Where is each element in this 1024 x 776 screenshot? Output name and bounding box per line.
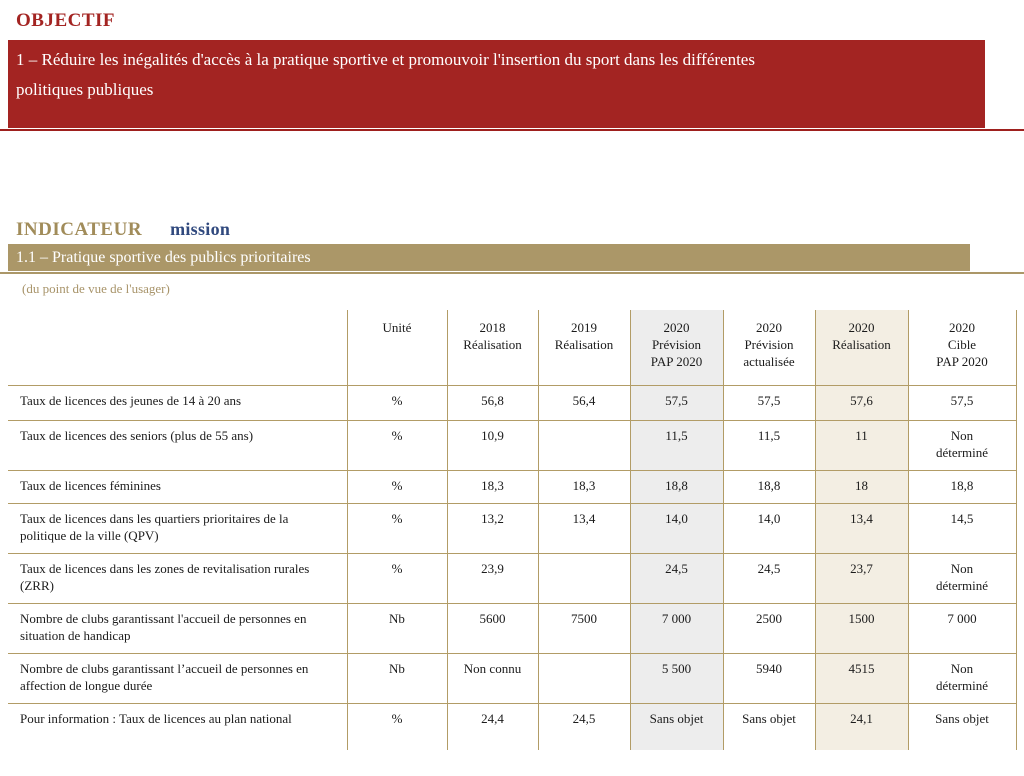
usager-note: (du point de vue de l'usager) (22, 281, 170, 296)
value-cell: 18,3 (446, 469, 539, 504)
value-cell: 57,5 (907, 384, 1017, 421)
row-label: Taux de licences des jeunes de 14 à 20 a… (8, 384, 348, 421)
table-row: Nombre de clubs garantissant l’accueil d… (8, 652, 1017, 704)
row-label: Taux de licences féminines (8, 469, 348, 504)
value-cell: 11,5 (629, 419, 724, 471)
value-cell: 56,8 (446, 384, 539, 421)
value-cell: 13,2 (446, 502, 539, 554)
table-row: Taux de licences des jeunes de 14 à 20 a… (8, 384, 1017, 421)
value-cell: % (346, 384, 448, 421)
table-row: Taux de licences dans les quartiers prio… (8, 502, 1017, 554)
row-label: Taux de licences des seniors (plus de 55… (8, 419, 348, 471)
value-cell: 23,7 (814, 552, 909, 604)
table-header-cell: 2020 Cible PAP 2020 (907, 310, 1017, 386)
value-cell: 24,4 (446, 702, 539, 750)
value-cell: 7 000 (907, 602, 1017, 654)
value-cell: 24,5 (722, 552, 816, 604)
value-cell: 24,5 (537, 702, 631, 750)
value-cell: 13,4 (537, 502, 631, 554)
value-cell: 7500 (537, 602, 631, 654)
table-header-row: Unité 2018 Réalisation 2019 Réalisation … (8, 310, 1017, 386)
separator-line-red (0, 129, 1024, 131)
value-cell: Sans objet (907, 702, 1017, 750)
table-row: Nombre de clubs garantissant l'accueil d… (8, 602, 1017, 654)
value-cell: 57,5 (629, 384, 724, 421)
value-cell: Sans objet (629, 702, 724, 750)
value-cell: 1500 (814, 602, 909, 654)
row-label: Nombre de clubs garantissant l’accueil d… (8, 652, 348, 704)
table-header-cell: 2018 Réalisation (446, 310, 539, 386)
table-header-cell: 2020 Réalisation (814, 310, 909, 386)
value-cell: 18,8 (907, 469, 1017, 504)
value-cell: 23,9 (446, 552, 539, 604)
objectif-heading: OBJECTIF (16, 10, 116, 31)
row-label: Pour information : Taux de licences au p… (8, 702, 348, 750)
value-cell: 4515 (814, 652, 909, 704)
table-header-cell (8, 310, 348, 386)
value-cell: 24,5 (629, 552, 724, 604)
table-row: Taux de licences dans les zones de revit… (8, 552, 1017, 604)
value-cell (537, 552, 631, 604)
value-cell: 57,6 (814, 384, 909, 421)
value-cell: Non connu (446, 652, 539, 704)
row-label: Nombre de clubs garantissant l'accueil d… (8, 602, 348, 654)
indicators-table: Unité 2018 Réalisation 2019 Réalisation … (8, 310, 1017, 750)
value-cell: 2500 (722, 602, 816, 654)
table-header-cell: 2020 Prévision PAP 2020 (629, 310, 724, 386)
value-cell: 14,0 (629, 502, 724, 554)
indicateur-type-badge: mission (170, 219, 231, 239)
value-cell: 5600 (446, 602, 539, 654)
value-cell: Sans objet (722, 702, 816, 750)
value-cell: % (346, 552, 448, 604)
indicateur-heading-row: INDICATEUR mission (16, 219, 230, 241)
value-cell: 18 (814, 469, 909, 504)
table-row: Taux de licences des seniors (plus de 55… (8, 419, 1017, 471)
value-cell: % (346, 419, 448, 471)
value-cell: 14,5 (907, 502, 1017, 554)
value-cell: % (346, 502, 448, 554)
value-cell: Non déterminé (907, 419, 1017, 471)
value-cell (537, 419, 631, 471)
separator-line-gold (0, 272, 1024, 274)
table-row: Taux de licences féminines % 18,3 18,3 1… (8, 469, 1017, 504)
value-cell: % (346, 469, 448, 504)
indicateur-heading: INDICATEUR (16, 219, 143, 240)
table-header-cell: Unité (346, 310, 448, 386)
value-cell: 18,8 (722, 469, 816, 504)
table-row: Pour information : Taux de licences au p… (8, 702, 1017, 750)
value-cell: 10,9 (446, 419, 539, 471)
value-cell: 5940 (722, 652, 816, 704)
value-cell: 11,5 (722, 419, 816, 471)
value-cell (537, 652, 631, 704)
indicateur-banner: 1.1 – Pratique sportive des publics prio… (8, 244, 970, 271)
value-cell: 5 500 (629, 652, 724, 704)
value-cell: 11 (814, 419, 909, 471)
value-cell: 14,0 (722, 502, 816, 554)
indicators-table-container: Unité 2018 Réalisation 2019 Réalisation … (8, 310, 1017, 750)
value-cell: 24,1 (814, 702, 909, 750)
table-header-cell: 2019 Réalisation (537, 310, 631, 386)
row-label: Taux de licences dans les zones de revit… (8, 552, 348, 604)
value-cell: Nb (346, 602, 448, 654)
value-cell: 57,5 (722, 384, 816, 421)
value-cell: Nb (346, 652, 448, 704)
objectif-banner: 1 – Réduire les inégalités d'accès à la … (8, 40, 985, 128)
table-header-cell: 2020 Prévision actualisée (722, 310, 816, 386)
value-cell: 13,4 (814, 502, 909, 554)
row-label: Taux de licences dans les quartiers prio… (8, 502, 348, 554)
value-cell: 56,4 (537, 384, 631, 421)
value-cell: % (346, 702, 448, 750)
value-cell: 7 000 (629, 602, 724, 654)
value-cell: 18,3 (537, 469, 631, 504)
value-cell: 18,8 (629, 469, 724, 504)
value-cell: Non déterminé (907, 652, 1017, 704)
value-cell: Non déterminé (907, 552, 1017, 604)
